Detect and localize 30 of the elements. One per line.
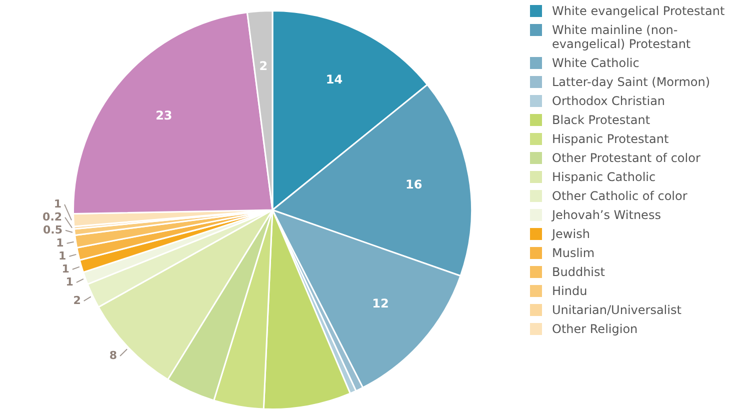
- data-label: 14: [326, 72, 343, 87]
- data-label: 0.2: [42, 210, 62, 224]
- data-label: 12: [372, 296, 389, 311]
- legend-label: Unitarian/Universalist: [552, 303, 682, 317]
- data-label: 1: [56, 236, 64, 250]
- legend-label: Other Catholic of color: [552, 189, 688, 203]
- legend-label: Black Protestant: [552, 113, 650, 127]
- legend-label: Other Religion: [552, 322, 638, 336]
- data-label: 1: [66, 275, 74, 288]
- legend-label: Hindu: [552, 284, 588, 298]
- data-label: 1: [58, 249, 66, 262]
- data-label: 1: [54, 197, 62, 210]
- legend-label: Jehovah’s Witness: [552, 208, 661, 222]
- legend-label: Buddhist: [552, 265, 605, 279]
- legend-label: Orthodox Christian: [552, 94, 666, 108]
- legend-label: Hispanic Protestant: [552, 132, 669, 146]
- legend-label: White evangelical Protestant: [552, 4, 725, 18]
- legend-label: White mainline (non-evangelical) Protestant: [552, 23, 692, 51]
- legend-label: Hispanic Catholic: [552, 170, 656, 184]
- data-label: 16: [406, 178, 422, 192]
- data-label: 23: [156, 108, 172, 122]
- legend-label: Other Protestant of color: [552, 151, 700, 165]
- legend-label: Latter-day Saint (Mormon): [552, 75, 710, 89]
- data-label: 2: [73, 294, 81, 307]
- data-label: 1: [62, 262, 70, 276]
- legend-label: Jewish: [552, 227, 590, 241]
- data-label: 8: [109, 348, 118, 362]
- legend-label: Muslim: [552, 246, 595, 260]
- legend-label: White Catholic: [552, 56, 640, 70]
- data-label: 0.5: [42, 223, 62, 236]
